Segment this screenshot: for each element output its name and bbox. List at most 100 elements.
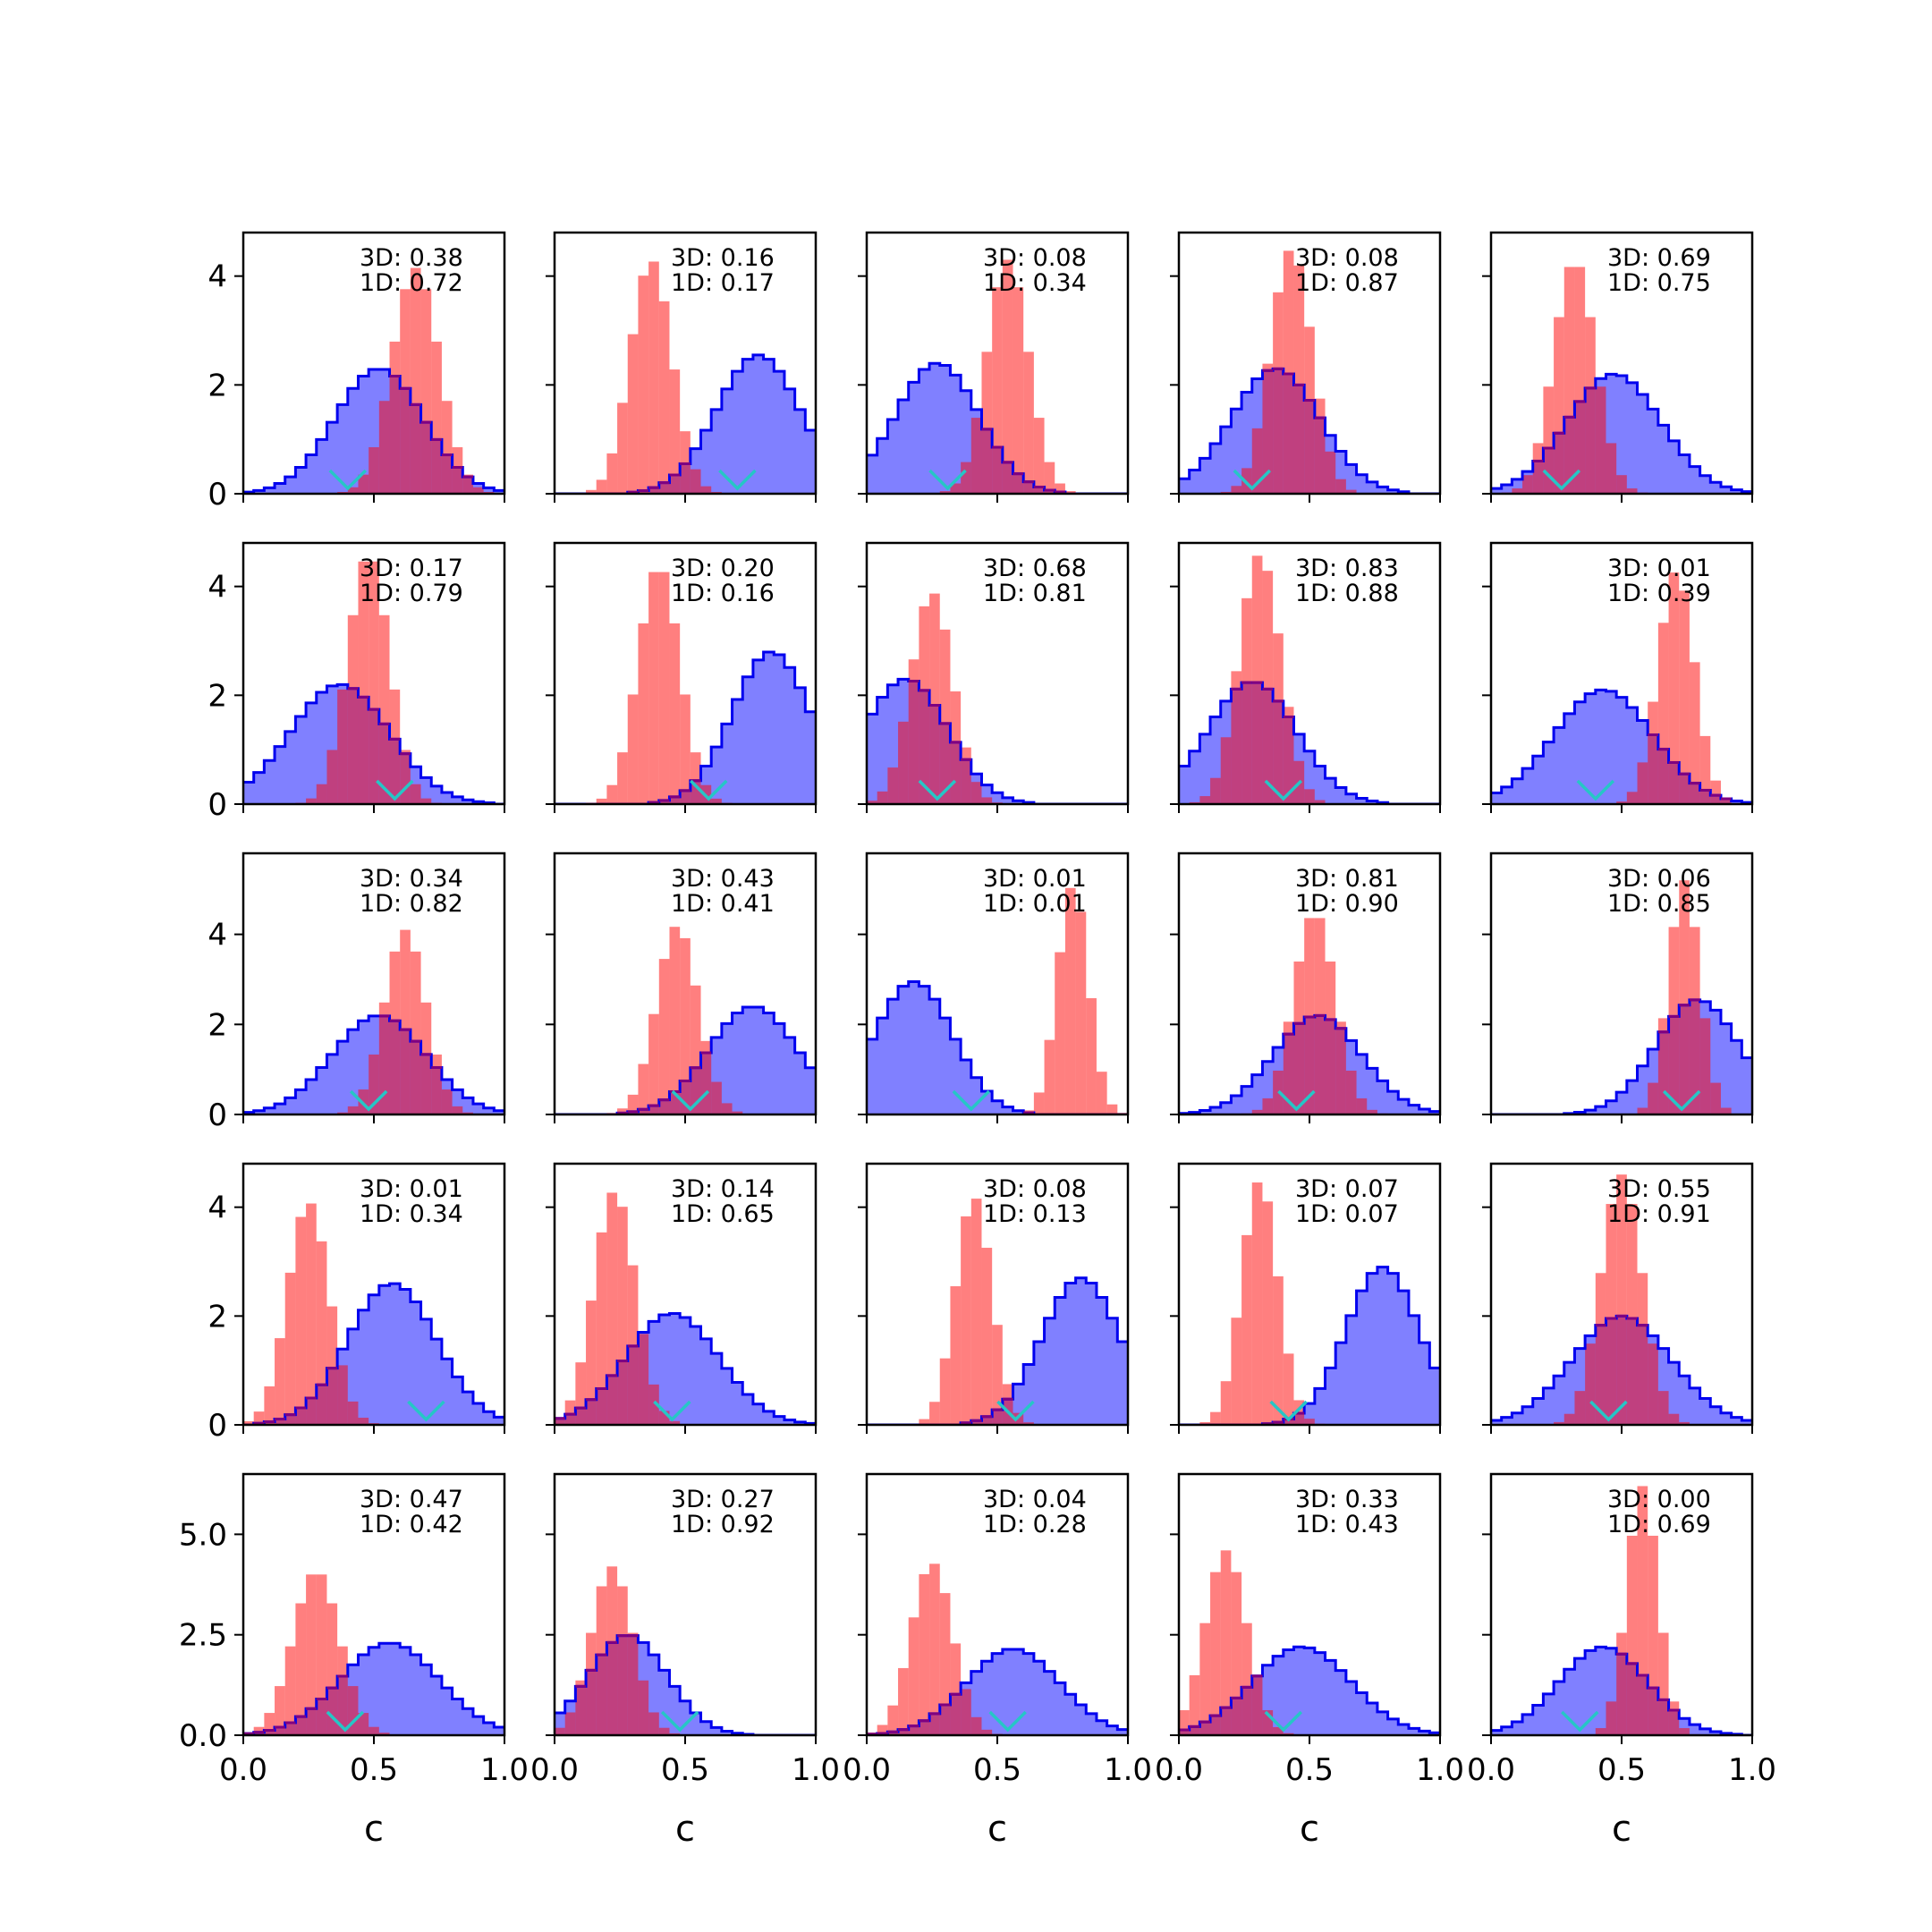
annotation-1d: 1D: 0.69 xyxy=(1607,1511,1711,1538)
annotation-3d: 3D: 0.01 xyxy=(983,865,1087,893)
red-histogram-bar xyxy=(1679,880,1690,1114)
annotation-3d: 3D: 0.34 xyxy=(360,865,463,893)
red-histogram-bar xyxy=(1241,1234,1252,1425)
red-histogram-bar xyxy=(1626,488,1638,494)
red-histogram-bar xyxy=(961,462,971,494)
red-histogram-bar xyxy=(1637,1107,1648,1114)
red-histogram-bar xyxy=(939,491,951,494)
mean-marker xyxy=(918,779,957,801)
red-histogram-bar xyxy=(950,1286,962,1425)
red-histogram-bar xyxy=(1335,479,1346,494)
y-tick-label: 4 xyxy=(208,570,227,606)
red-histogram-bar xyxy=(1512,488,1523,494)
red-histogram-bar xyxy=(389,951,401,1114)
annotation-3d: 3D: 0.01 xyxy=(360,1175,463,1203)
panel-plot-area xyxy=(243,267,504,494)
red-histogram-bar xyxy=(1251,1674,1263,1735)
red-histogram-bar xyxy=(1199,796,1211,804)
x-tick-label: 0.5 xyxy=(973,1752,1021,1788)
red-histogram-bar xyxy=(658,1727,670,1735)
panel-plot-area xyxy=(555,261,816,494)
red-histogram-bar xyxy=(658,1411,670,1425)
panel-plot-area xyxy=(1491,880,1752,1114)
blue-histogram-outline xyxy=(1179,681,1440,804)
red-histogram-bar xyxy=(575,1680,587,1735)
red-histogram-bar xyxy=(606,1192,618,1425)
red-histogram-bar xyxy=(1522,475,1533,494)
red-histogram-bar xyxy=(606,784,618,804)
panel-plot-area xyxy=(1491,267,1752,494)
y-tick-label: 0 xyxy=(208,1408,227,1444)
red-histogram-bar xyxy=(690,985,701,1114)
red-histogram-bar xyxy=(1044,1039,1055,1114)
red-histogram-bar xyxy=(1262,1097,1274,1114)
x-tick-label: 0.5 xyxy=(1597,1752,1646,1788)
x-axis-label: c xyxy=(987,1809,1007,1850)
mean-marker xyxy=(996,1400,1035,1422)
annotation-3d: 3D: 0.20 xyxy=(671,555,775,582)
red-histogram-bar xyxy=(420,798,432,804)
red-histogram-bar xyxy=(981,1729,993,1735)
x-tick-label: 0.0 xyxy=(219,1752,267,1788)
red-histogram-bar xyxy=(1199,1623,1211,1735)
x-tick-label: 0.5 xyxy=(1285,1752,1334,1788)
red-histogram-bar xyxy=(1563,1413,1575,1425)
red-histogram-bar xyxy=(243,1420,254,1425)
annotation-3d: 3D: 0.68 xyxy=(983,555,1087,582)
red-histogram-bar xyxy=(1616,801,1627,804)
red-histogram-bar xyxy=(1220,737,1232,804)
red-histogram-bar xyxy=(981,352,993,494)
red-histogram-bar xyxy=(732,1111,743,1114)
red-histogram-bar xyxy=(721,1103,733,1114)
x-tick-label: 0.0 xyxy=(1155,1752,1203,1788)
red-histogram-bar xyxy=(1554,317,1564,494)
red-histogram-bar xyxy=(929,593,940,804)
red-histogram-bar xyxy=(877,1724,888,1735)
red-histogram-bar xyxy=(337,1646,348,1735)
red-histogram-bar xyxy=(1356,1097,1368,1114)
x-tick-label: 1.0 xyxy=(1728,1752,1776,1788)
red-histogram-bar xyxy=(1231,671,1242,804)
red-histogram-bar xyxy=(1606,443,1617,494)
red-histogram-bar xyxy=(1563,267,1575,494)
annotation-3d: 3D: 0.47 xyxy=(360,1486,463,1513)
red-histogram-bar xyxy=(981,1248,993,1425)
red-histogram-bar xyxy=(1231,1318,1242,1425)
x-axis-label: c xyxy=(675,1809,695,1850)
red-histogram-bar xyxy=(919,1573,930,1735)
annotation-1d: 1D: 0.88 xyxy=(1295,580,1399,607)
red-histogram-bar xyxy=(898,721,909,804)
red-histogram-bar xyxy=(1710,780,1721,804)
blue-histogram-fill xyxy=(555,354,816,494)
red-histogram-bar xyxy=(1532,443,1544,494)
red-histogram-bar xyxy=(1241,597,1252,804)
red-histogram-bar xyxy=(1554,1421,1564,1425)
red-histogram-bar xyxy=(441,1089,453,1114)
mean-marker xyxy=(328,469,368,491)
red-histogram-bar xyxy=(606,1566,618,1735)
annotation-3d: 3D: 0.81 xyxy=(1295,865,1399,893)
red-histogram-bar xyxy=(1668,572,1680,804)
mean-marker xyxy=(1264,1710,1303,1733)
blue-histogram-fill xyxy=(243,1284,504,1425)
red-histogram-bar xyxy=(1023,1422,1034,1425)
y-tick-label: 0 xyxy=(208,477,227,513)
red-histogram-bar xyxy=(555,1417,565,1425)
blue-histogram-fill xyxy=(555,652,816,804)
red-histogram-bar xyxy=(1293,265,1305,494)
red-histogram-bar xyxy=(596,1586,607,1735)
panel-plot-area xyxy=(1491,1174,1752,1425)
red-histogram-bar xyxy=(295,1603,307,1735)
annotation-1d: 1D: 0.34 xyxy=(360,1200,463,1228)
red-histogram-bar xyxy=(295,1216,307,1425)
annotation-3d: 3D: 0.08 xyxy=(1295,244,1399,272)
red-histogram-bar xyxy=(1325,451,1336,494)
